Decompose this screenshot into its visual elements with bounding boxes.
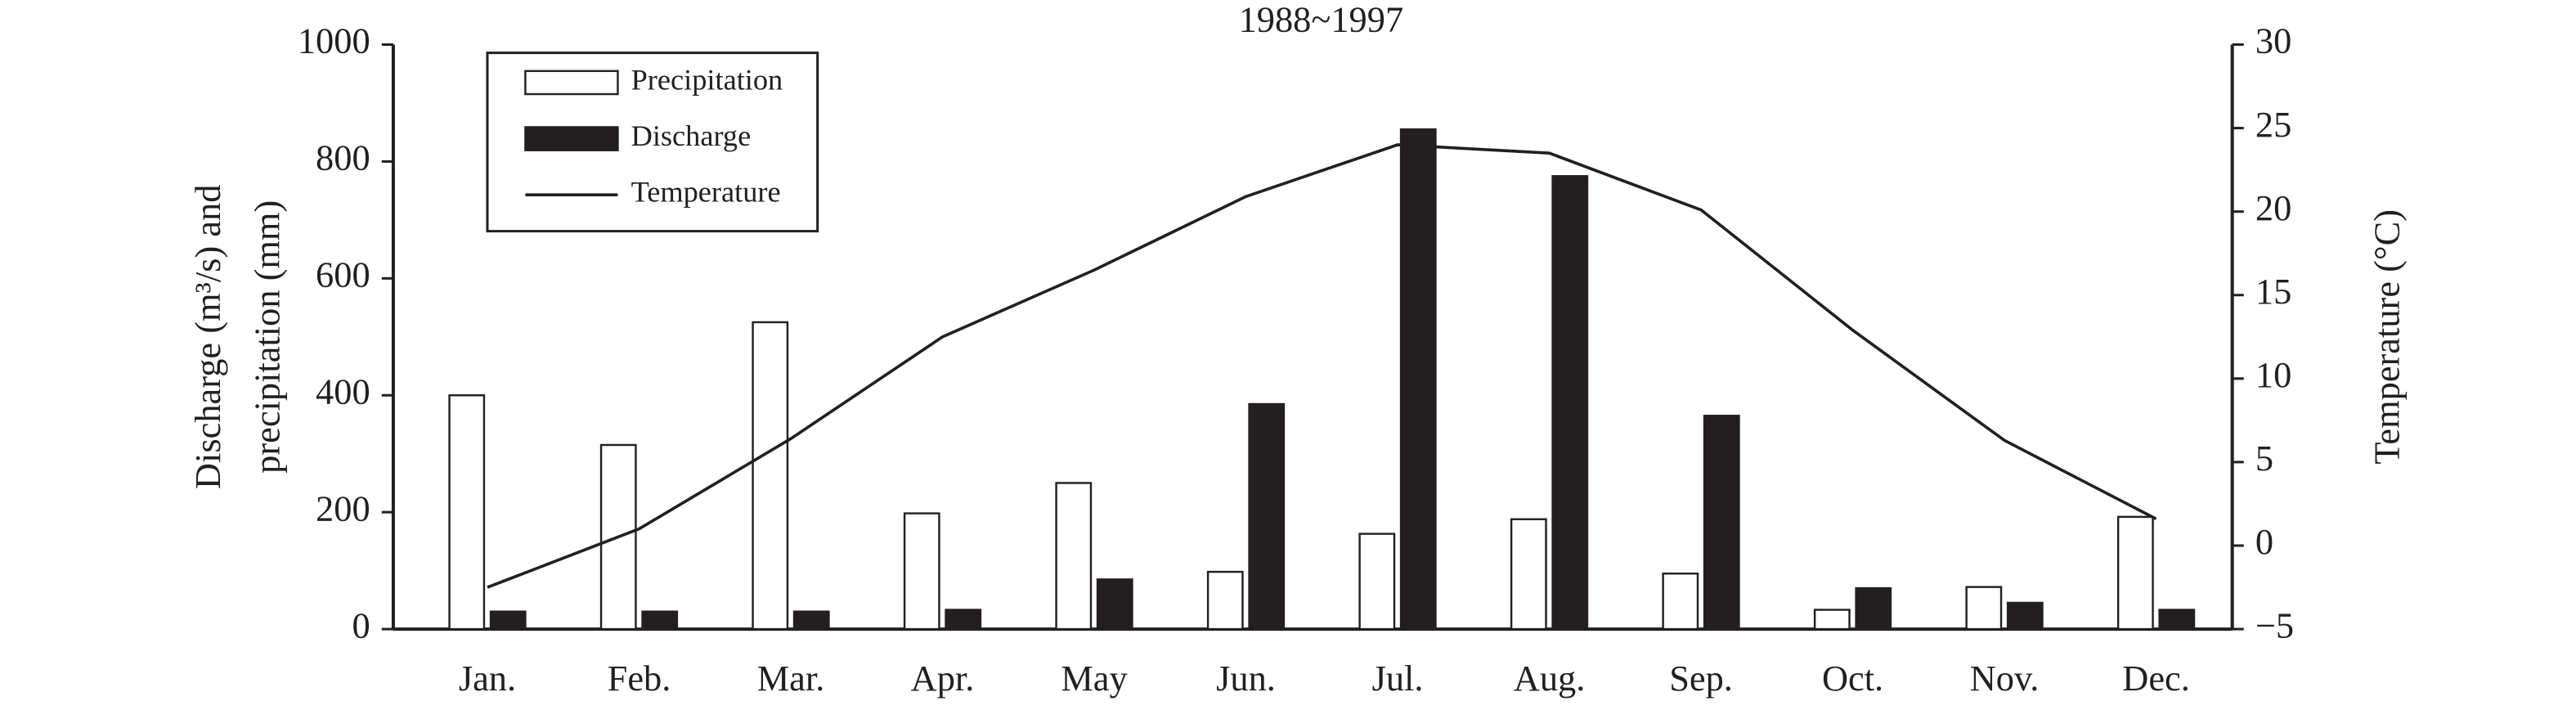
- bar: [448, 394, 486, 631]
- y-axis-title: Discharge (m³/s) and: [187, 185, 228, 489]
- bar: [1358, 532, 1396, 631]
- bar: [1055, 482, 1093, 631]
- bar: [903, 512, 940, 631]
- bar: [1096, 578, 1133, 631]
- y-tick-label: 200: [316, 488, 370, 528]
- legend-label: Discharge: [631, 119, 752, 152]
- y2-tick-label: 0: [2255, 521, 2273, 562]
- x-tick-label: Aug.: [1514, 658, 1586, 699]
- legend-label: Precipitation: [631, 63, 783, 96]
- y-tick-label: 600: [316, 254, 370, 295]
- bar: [1662, 572, 1699, 631]
- y2-tick-label: 10: [2255, 354, 2291, 395]
- bar: [1206, 570, 1244, 631]
- legend-swatch: [524, 70, 619, 96]
- y-tick-label: 400: [316, 371, 370, 411]
- y-axis-title: precipitation (mm): [247, 200, 288, 474]
- bar: [2158, 609, 2196, 631]
- bar: [2006, 601, 2044, 631]
- bar: [1813, 609, 1851, 631]
- bar: [2116, 515, 2154, 631]
- bar: [945, 609, 982, 631]
- bar: [752, 321, 789, 631]
- x-tick-label: Jun.: [1216, 658, 1276, 699]
- y-tick-label: 0: [352, 604, 370, 645]
- x-tick-label: Sep.: [1669, 658, 1733, 699]
- bar: [1855, 586, 1892, 631]
- x-tick-label: Nov.: [1970, 658, 2040, 699]
- bar: [599, 443, 637, 631]
- y2-tick-label: 30: [2255, 20, 2291, 61]
- bar: [1399, 128, 1437, 631]
- y2-tick-label: −5: [2255, 604, 2294, 645]
- x-tick-label: Jan.: [459, 658, 516, 699]
- x-tick-label: Mar.: [757, 658, 825, 699]
- bar: [1248, 402, 1286, 631]
- y2-tick-label: 20: [2255, 187, 2291, 228]
- y2-tick-label: 15: [2255, 271, 2291, 312]
- bar: [1510, 518, 1547, 631]
- x-tick-label: Oct.: [1822, 658, 1883, 699]
- bar: [641, 610, 679, 631]
- legend-swatch: [524, 126, 619, 151]
- chart-title: 1988~1997: [1239, 0, 1404, 39]
- x-tick-label: Dec.: [2122, 658, 2190, 699]
- legend-label: Temperature: [631, 176, 781, 209]
- bar: [489, 610, 527, 631]
- x-tick-label: May: [1061, 658, 1128, 699]
- bar: [1551, 175, 1589, 631]
- bar: [1965, 586, 2003, 631]
- y2-axis-title: Temperature (°C): [2367, 209, 2408, 465]
- x-tick-label: Apr.: [911, 658, 975, 699]
- bar: [1703, 415, 1740, 631]
- y2-tick-label: 25: [2255, 104, 2291, 145]
- y-tick-label: 800: [316, 137, 370, 178]
- y-tick-label: 1000: [298, 20, 370, 61]
- bar: [792, 610, 830, 631]
- y2-tick-label: 5: [2255, 438, 2273, 479]
- x-tick-label: Jul.: [1372, 658, 1424, 699]
- line: [487, 143, 2157, 589]
- x-tick-label: Feb.: [608, 658, 671, 699]
